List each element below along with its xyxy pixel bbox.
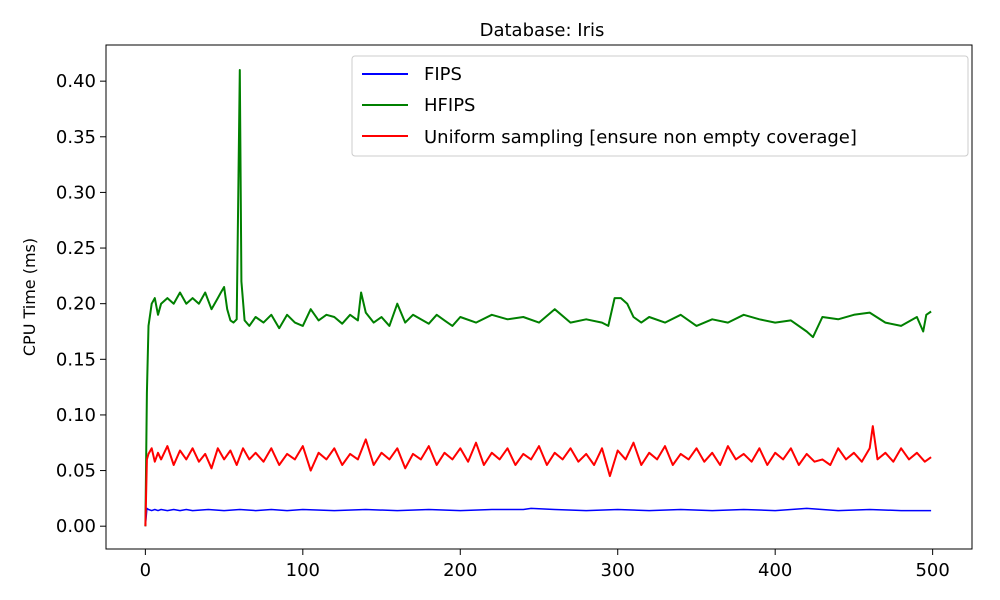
legend-label-fips: FIPS	[424, 64, 462, 85]
x-tick-label: 100	[286, 560, 320, 581]
y-tick-label: 0.05	[56, 461, 96, 482]
x-tick-label: 500	[915, 560, 949, 581]
y-tick-label: 0.10	[56, 405, 96, 426]
y-tick-label: 0.20	[56, 294, 96, 315]
y-tick-label: 0.25	[56, 238, 96, 259]
x-tick-label: 400	[758, 560, 792, 581]
y-tick-label: 0.15	[56, 349, 96, 370]
plot-frame	[105, 44, 973, 550]
y-axis-label: CPU Time (ms)	[20, 238, 39, 356]
x-tick-label: 200	[443, 560, 477, 581]
uniform-series-line	[144, 425, 932, 527]
legend: FIPS HFIPS Uniform sampling [ensure non …	[351, 55, 969, 157]
legend-label-hfips: HFIPS	[424, 95, 475, 116]
tick-layer: 0 100 200 300 400 500 0.00 0.05 0.10 0.15 0.20 0.25…	[56, 71, 950, 581]
series-layer	[144, 69, 932, 527]
legend-box	[351, 55, 969, 157]
y-tick-label: 0.35	[56, 127, 96, 148]
y-tick-label: 0.00	[56, 516, 96, 537]
y-tick-label: 0.30	[56, 182, 96, 203]
hfips-series-line	[144, 69, 932, 527]
chart-title: Database: Iris	[480, 20, 605, 41]
x-tick-label: 0	[140, 560, 151, 581]
y-tick-label: 0.40	[56, 71, 96, 92]
fips-series-line	[144, 507, 932, 527]
x-tick-label: 300	[601, 560, 635, 581]
legend-label-uniform: Uniform sampling [ensure non empty cover…	[424, 127, 857, 148]
